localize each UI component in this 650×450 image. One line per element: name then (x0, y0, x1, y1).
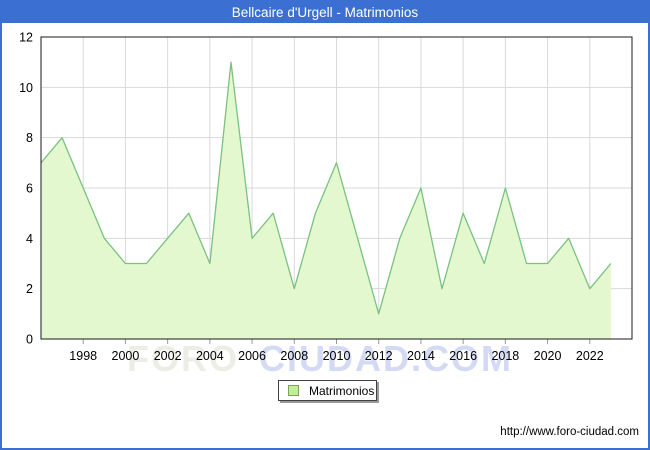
title-bar: Bellcaire d'Urgell - Matrimonios (2, 2, 648, 23)
x-tick-label: 2014 (407, 349, 435, 363)
y-tick-label: 0 (26, 333, 33, 347)
y-tick-label: 6 (26, 182, 33, 196)
legend-label: Matrimonios (309, 383, 375, 398)
y-tick-label: 4 (26, 232, 33, 246)
x-tick-label: 2010 (323, 349, 351, 363)
plot-border (40, 36, 633, 340)
y-tick-label: 2 (26, 282, 33, 296)
x-tick-label: 1998 (69, 349, 97, 363)
x-tick-label: 2020 (534, 349, 562, 363)
x-tick-label: 2002 (154, 349, 182, 363)
legend-swatch-icon (288, 385, 299, 396)
x-tick-label: 2006 (238, 349, 266, 363)
x-tick-label: 2004 (196, 349, 224, 363)
y-tick-label: 8 (26, 131, 33, 145)
x-tick-label: 2008 (280, 349, 308, 363)
legend[interactable]: Matrimonios (278, 380, 377, 401)
watermark-part2: CIUDAD.COM (259, 338, 513, 379)
series-line (40, 61, 612, 315)
y-tick-label: 10 (19, 81, 33, 95)
page-title: Bellcaire d'Urgell - Matrimonios (231, 5, 419, 20)
footer-url: http://www.foro-ciudad.com (500, 426, 639, 438)
watermark-part1: FORO (127, 338, 239, 379)
x-tick-label: 2018 (491, 349, 519, 363)
x-tick-label: 2000 (112, 349, 140, 363)
x-tick-label: 2012 (365, 349, 393, 363)
y-tick-label: 12 (19, 31, 33, 45)
watermark: FORO CIUDAD.COM (127, 338, 513, 380)
series-area-fill (41, 62, 611, 339)
x-tick-label: 2022 (576, 349, 604, 363)
x-tick-label: 2016 (449, 349, 477, 363)
